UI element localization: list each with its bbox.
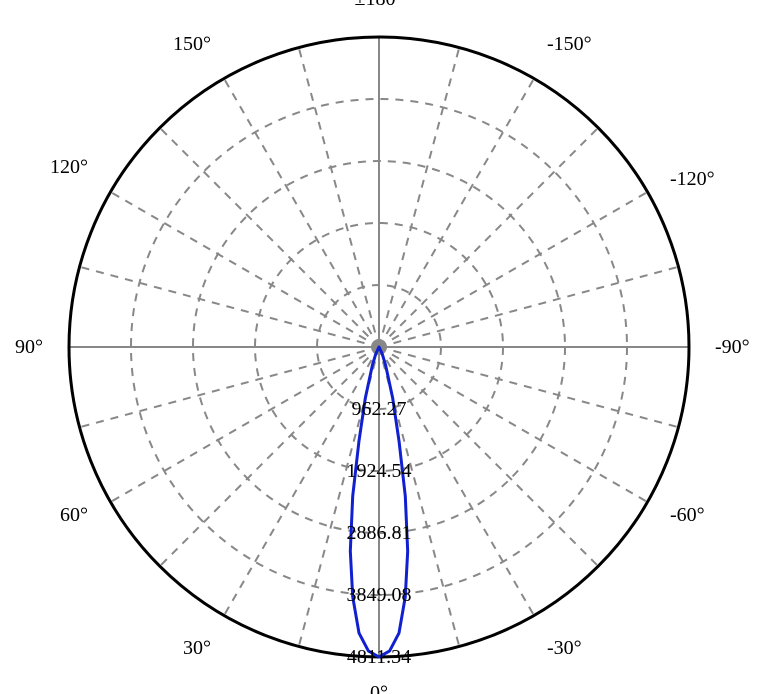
angle-label: 60° [60,504,88,526]
angle-label: 90° [15,336,43,358]
angle-label: -150° [547,33,592,55]
radial-label: 962.27 [352,398,407,420]
radial-label: 2886.81 [347,522,412,544]
angle-label: -30° [547,637,582,659]
radial-label: 1924.54 [347,460,412,482]
angle-label: 120° [50,156,88,178]
angle-label: 30° [183,637,211,659]
angle-label: -90° [715,336,750,358]
angle-label: -120° [670,168,715,190]
angle-label: 0° [370,682,388,694]
polar-chart: 962.27 1924.54 2886.81 3849.08 4811.34 0° 30° 6… [0,0,759,694]
radial-label: 3849.08 [347,584,412,606]
angle-label: 150° [173,33,211,55]
radial-label: 4811.34 [347,646,411,668]
angle-label: ±180° [355,0,404,10]
angle-label: -60° [670,504,705,526]
